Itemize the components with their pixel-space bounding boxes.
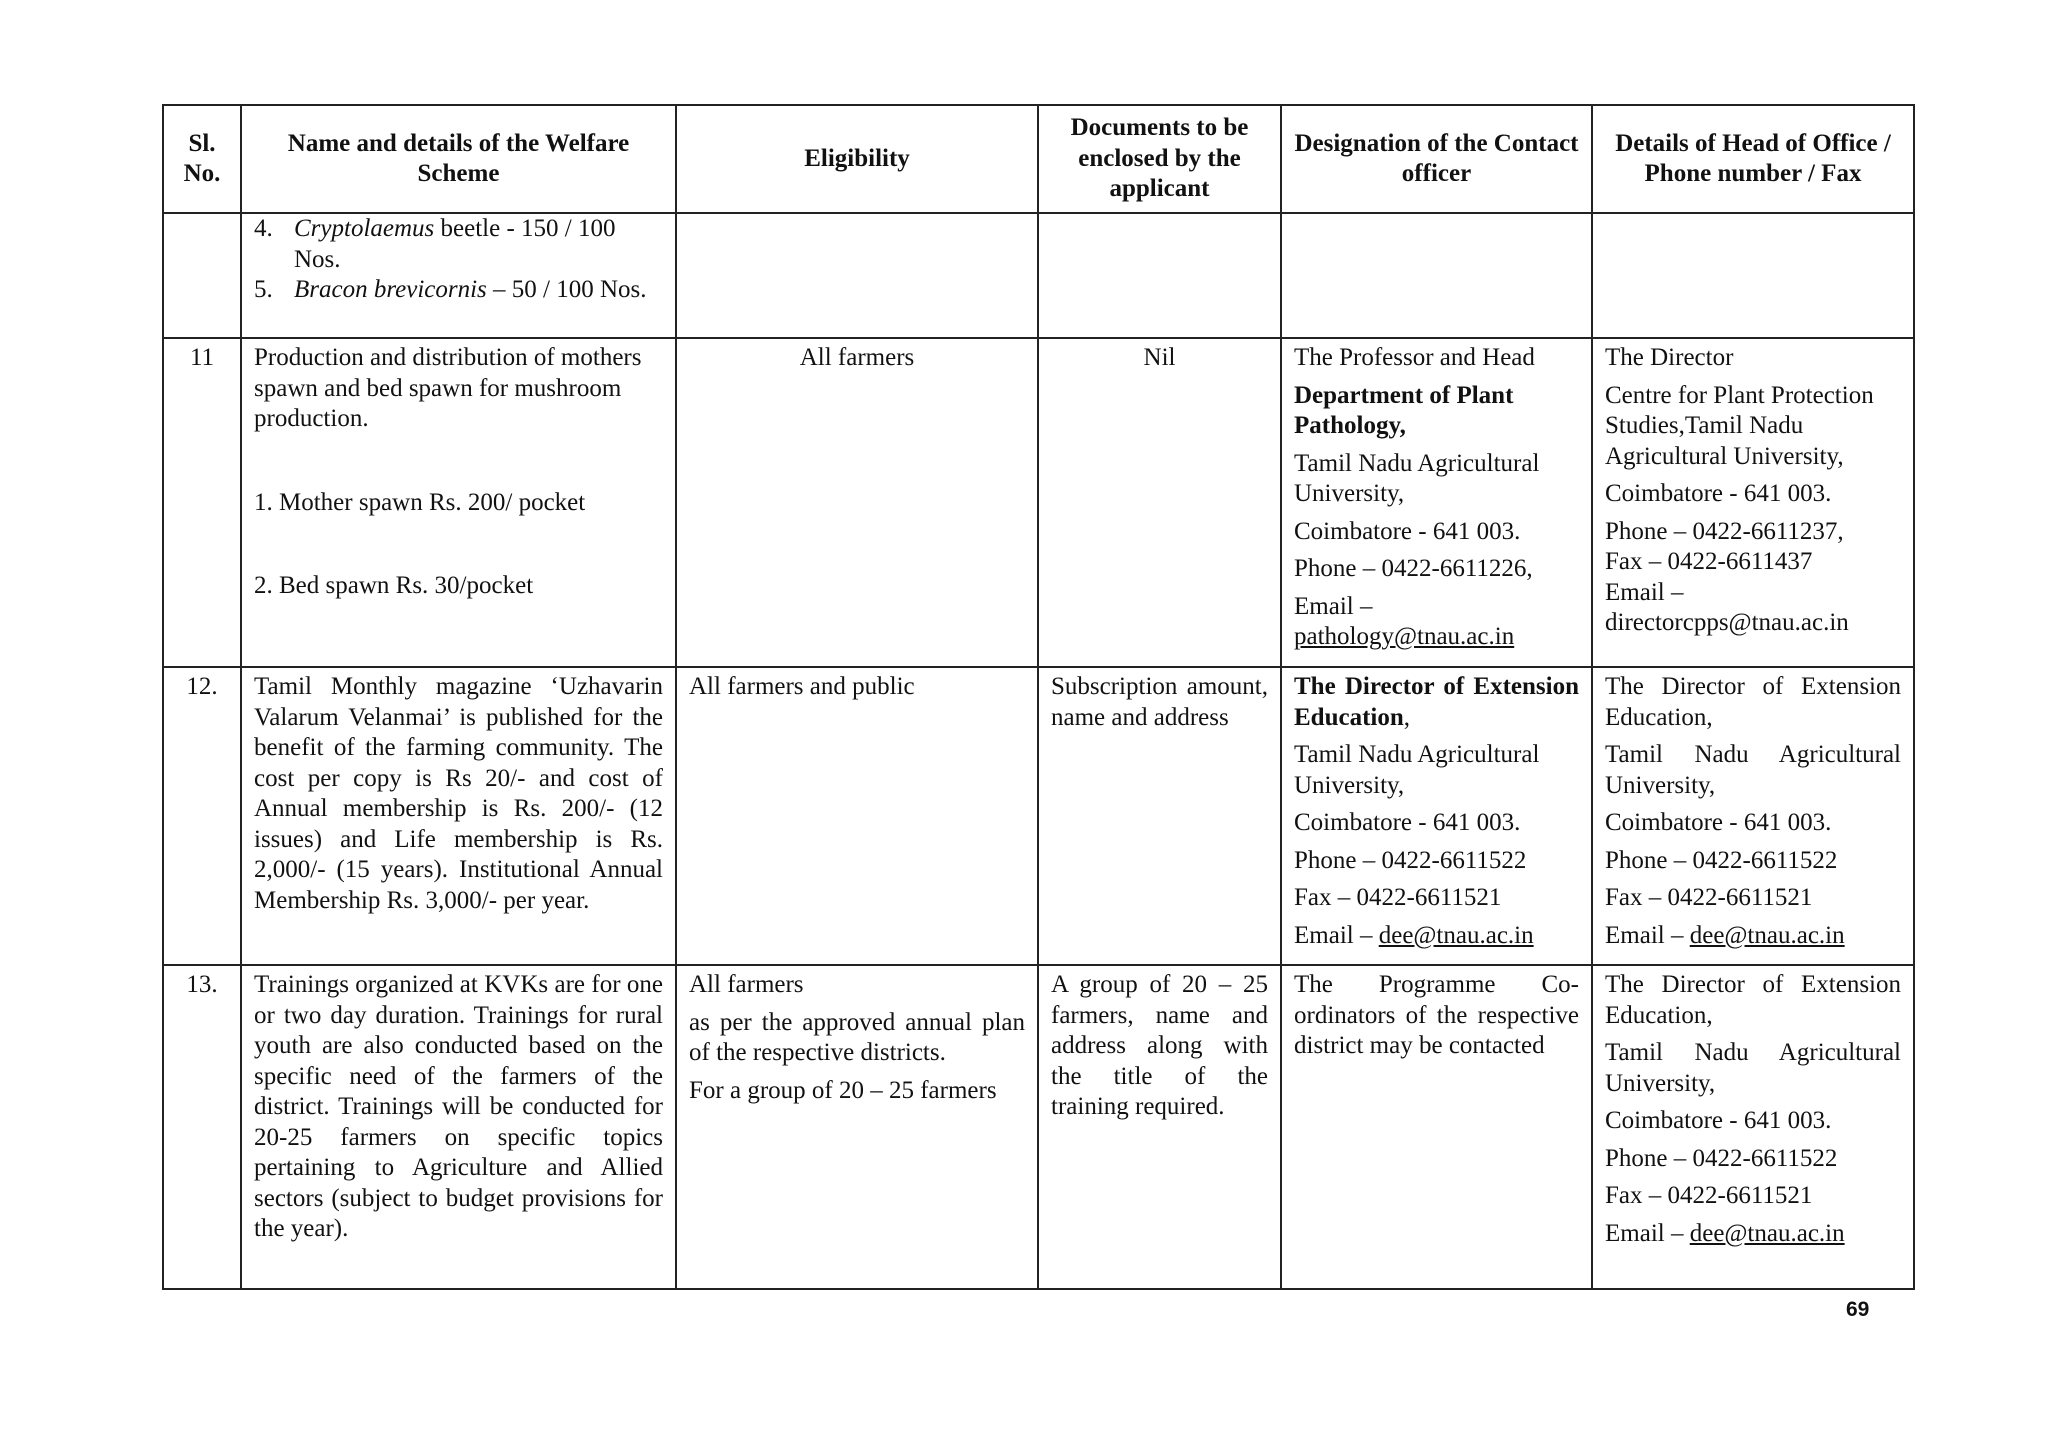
table-header-row: Sl. No. Name and details of the Welfare … <box>162 104 1915 214</box>
table-row-continuation: 4. Cryptolaemus beetle - 150 / 100 Nos. 5… <box>162 212 1915 339</box>
eligibility-cell: All farmers and public <box>675 666 1039 966</box>
head-office-cell: The Director Centre for Plant Protection… <box>1591 337 1915 668</box>
welfare-scheme-table: Sl. No. Name and details of the Welfare … <box>162 104 1915 1290</box>
scheme-cell: Production and distribution of mothers s… <box>240 337 677 668</box>
scheme-cell: Trainings organized at KVKs are for one … <box>240 964 677 1290</box>
sl-no: 12. <box>162 666 242 966</box>
table-row-12: 12. Tamil Monthly magazine ‘Uzhavarin Va… <box>162 666 1915 966</box>
header-sl-no: Sl. No. <box>162 104 242 214</box>
header-designation: Designation of the Contact officer <box>1280 104 1593 214</box>
head-office-cell: The Director of Extension Education, Tam… <box>1591 666 1915 966</box>
documents-cell: A group of 20 – 25 farmers, name and add… <box>1037 964 1282 1290</box>
designation-cell: The Director of Extension Education, Tam… <box>1280 666 1593 966</box>
table-row-11: 11 Production and distribution of mother… <box>162 337 1915 668</box>
email-link[interactable]: dee@tnau.ac.in <box>1378 921 1534 949</box>
documents-cell: Subscription amount, name and address <box>1037 666 1282 966</box>
scheme-cell: Tamil Monthly magazine ‘Uzhavarin Valaru… <box>240 666 677 966</box>
designation-cell: The Programme Co-ordinators of the respe… <box>1280 964 1593 1290</box>
header-eligibility: Eligibility <box>675 104 1039 214</box>
page-number: 69 <box>1846 1298 1870 1321</box>
email-link[interactable]: pathology@tnau.ac.in <box>1294 623 1515 650</box>
scheme-cell: 4. Cryptolaemus beetle - 150 / 100 Nos. 5… <box>240 212 677 339</box>
eligibility-cell: All farmers as per the approved annual p… <box>675 964 1039 1290</box>
list-item: 5. Bracon brevicornis – 50 / 100 Nos. <box>254 276 647 303</box>
documents-cell: Nil <box>1037 337 1282 668</box>
header-documents: Documents to be enclosed by the applican… <box>1037 104 1282 214</box>
head-office-cell: The Director of Extension Education, Tam… <box>1591 964 1915 1290</box>
designation-cell: The Professor and Head Department of Pla… <box>1280 337 1593 668</box>
header-head-of-office: Details of Head of Office / Phone number… <box>1591 104 1915 214</box>
eligibility-cell: All farmers <box>675 337 1039 668</box>
sl-no: 11 <box>162 337 242 668</box>
email-link[interactable]: dee@tnau.ac.in <box>1689 921 1845 949</box>
list-item: 4. Cryptolaemus beetle - 150 / 100 Nos. <box>254 215 616 273</box>
table-row-13: 13. Trainings organized at KVKs are for … <box>162 964 1915 1290</box>
sl-no: 13. <box>162 964 242 1290</box>
email-text: directorcpps@tnau.ac.in <box>1605 609 1849 636</box>
email-link[interactable]: dee@tnau.ac.in <box>1689 1219 1845 1247</box>
header-scheme-name: Name and details of the Welfare Scheme <box>240 104 677 214</box>
